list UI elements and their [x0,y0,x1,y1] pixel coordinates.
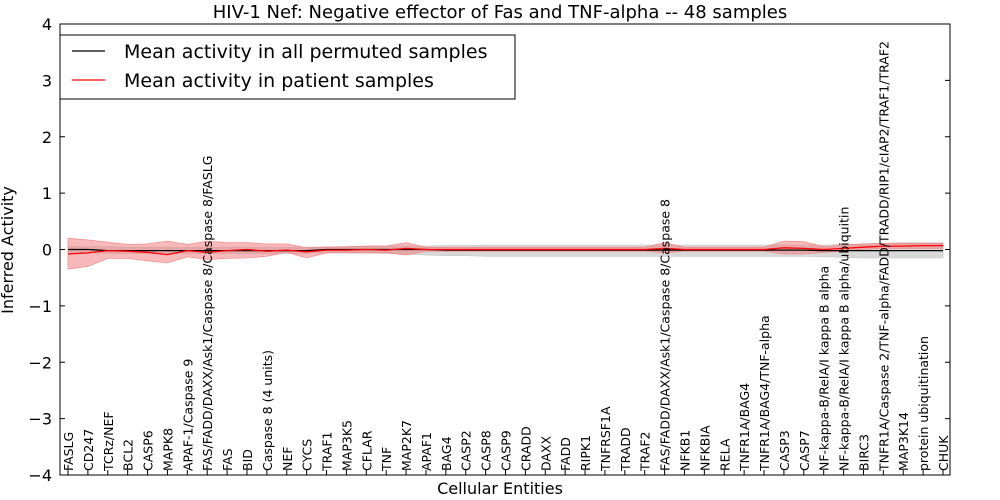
x-tick-label: MAPK8 [160,428,175,471]
x-tick-label: FADD [558,437,573,471]
x-axis: FASLG CD247 TCRz/NEF BCL2 CASP6 MAPK8 APAF-1/C… [61,41,951,475]
x-tick-label: MAP2K7 [399,420,414,471]
y-tick-label: −4 [28,466,52,485]
y-tick-label: 1 [42,184,52,203]
x-tick-label: NF-kappa-B/RelA/I kappa B alpha/ubiquiti… [837,207,852,471]
x-tick-label: CASP8 [479,430,494,471]
x-tick-label: TCRz/NEF [101,411,116,472]
x-tick-label: Caspase 8 (4 units) [260,350,275,471]
y-tick-label: −1 [28,297,52,316]
series-lines [67,244,943,256]
x-tick-label: TNF [379,447,394,472]
x-tick-label: MAP3K14 [896,412,911,471]
y-tick-label: −2 [28,353,52,372]
y-tick-label: 4 [42,15,52,34]
x-tick-label: RELA [717,438,732,471]
x-tick-label: TNFR1A/Caspase 2/TNF-alpha/FADD/TRADD/RI… [876,41,891,472]
x-tick-label: CASP7 [797,430,812,471]
x-tick-label: CHUK [936,435,951,471]
x-tick-label: APAF1 [419,432,434,471]
patient-mean-line [67,244,943,256]
x-tick-label: CRADD [518,426,533,471]
x-tick-label: CFLAR [359,430,374,471]
x-tick-label: TRAF1 [320,431,335,472]
x-tick-label: APAF-1/Caspase 9 [180,359,195,471]
y-tick-label: 2 [42,128,52,147]
x-tick-label: TNFRSF1A [598,406,613,472]
x-tick-label: FASLG [61,432,76,471]
x-tick-label: BIRC3 [857,434,872,471]
x-axis-label: Cellular Entities [437,479,563,498]
x-tick-label: NEF [280,447,295,471]
x-tick-label: TRAF2 [638,431,653,472]
x-tick-label: BAG4 [439,436,454,471]
x-tick-label: DAXX [538,435,553,471]
legend-box [59,34,516,100]
x-tick-label: TNFR1A/BAG4/TNF-alpha [757,315,772,472]
x-tick-label: FAS/FADD/DAXX/Ask1/Caspase 8/Caspase 8/F… [200,156,215,471]
legend-label-patient: Mean activity in patient samples [124,70,434,92]
chart-title: HIV-1 Nef: Negative effector of Fas and … [213,2,788,23]
x-tick-label: CASP3 [777,430,792,471]
x-tick-label: BID [240,449,255,471]
x-tick-label: NF-kappa-B/RelA/I kappa B alpha [817,266,832,471]
x-tick-label: CASP2 [459,430,474,471]
y-tick-label: −3 [28,410,52,429]
x-tick-label: NFKB1 [678,430,693,471]
legend-label-permuted: Mean activity in all permuted samples [124,41,487,63]
x-tick-label: CASP9 [499,430,514,471]
x-tick-label: FAS [220,448,235,471]
x-tick-label: NFKBIA [697,425,712,471]
patient-std-band [67,237,944,270]
x-tick-label: FAS/FADD/DAXX/Ask1/Caspase 8/Caspase 8 [658,199,673,471]
x-tick-label: CASP6 [141,430,156,471]
y-axis-label: Inferred Activity [0,186,17,314]
x-tick-label: TNFR1A/BAG4 [737,383,752,472]
x-tick-label: RIPK1 [578,435,593,471]
legend: Mean activity in all permuted samples Me… [59,34,516,100]
x-tick-label: protein ubiquitination [916,336,931,471]
x-tick-label: BCL2 [121,439,136,471]
y-tick-label: 3 [42,71,52,90]
x-tick-label: CYCS [300,439,315,471]
x-tick-label: MAP3K5 [339,420,354,471]
x-tick-label: CD247 [81,429,96,471]
y-axis: 4 3 2 1 0 −1 −2 −3 −4 [28,15,950,485]
x-tick-label: TRADD [618,427,633,472]
y-tick-label: 0 [42,241,52,260]
